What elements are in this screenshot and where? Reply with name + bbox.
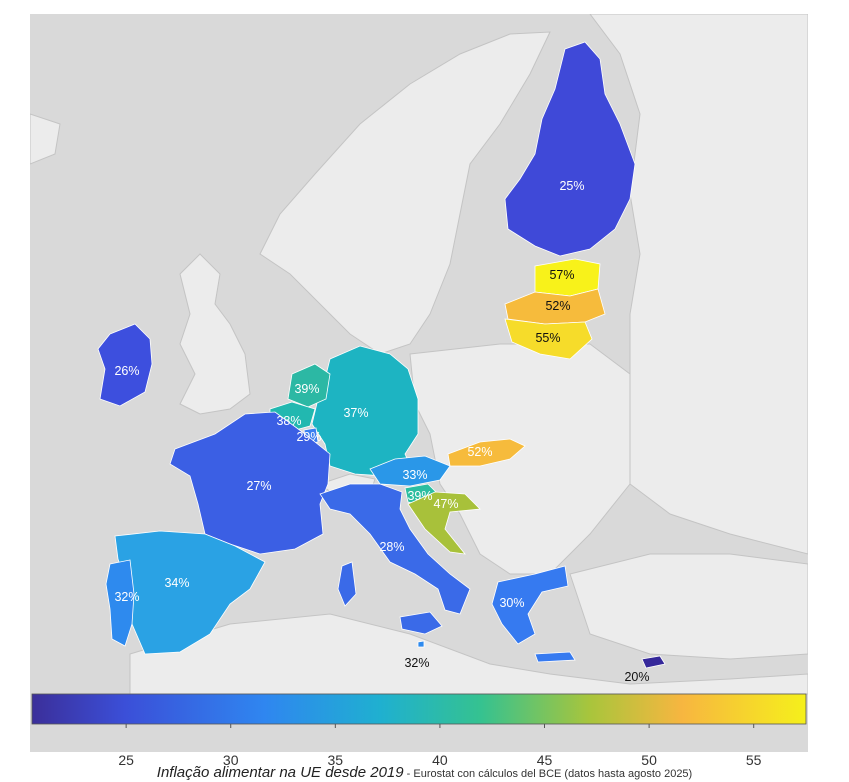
label-malta: 32% <box>404 656 429 670</box>
country-lithuania[interactable] <box>504 318 593 360</box>
colorbar <box>31 693 807 728</box>
colorbar-tick-label: 50 <box>641 752 657 768</box>
label-slovakia: 52% <box>467 445 492 459</box>
caption-source: - Eurostat con cálculos del BCE (datos h… <box>403 768 693 780</box>
country-italy[interactable] <box>319 483 471 615</box>
label-austria: 33% <box>402 468 427 482</box>
label-netherlands: 39% <box>294 382 319 396</box>
colorbar-tick-marks <box>125 724 755 728</box>
country-france[interactable] <box>169 411 331 555</box>
colorbar-tick-label: 55 <box>745 752 762 768</box>
colorbar-gradient <box>31 693 807 725</box>
country-malta[interactable] <box>417 640 425 648</box>
label-finland: 25% <box>559 179 584 193</box>
label-estonia: 57% <box>549 268 574 282</box>
label-luxembourg: 29% <box>296 430 321 444</box>
colorbar-tick-label: 35 <box>327 752 344 768</box>
country-greece[interactable] <box>491 565 569 645</box>
colorbar-tick-label: 45 <box>536 752 553 768</box>
colorbar-tick-label: 30 <box>222 752 239 768</box>
label-slovenia: 39% <box>407 489 432 503</box>
colorbar-tick-label: 25 <box>118 752 134 768</box>
caption-title: Inflação alimentar na UE desde 2019 <box>156 764 404 781</box>
label-spain: 34% <box>164 576 189 590</box>
label-cyprus: 20% <box>624 670 649 684</box>
country-greece-crete[interactable] <box>534 651 576 663</box>
colorbar-tick-label: 40 <box>432 752 448 768</box>
country-ireland[interactable] <box>97 323 153 407</box>
country-slovakia[interactable] <box>447 438 526 467</box>
label-croatia: 47% <box>433 497 458 511</box>
value-labels: 25% 57% 52% 55% 26% 39% 38% 29% 37% 52% … <box>114 179 649 684</box>
country-netherlands[interactable] <box>287 363 331 408</box>
label-latvia: 52% <box>545 299 570 313</box>
country-italy-sardinia[interactable] <box>337 561 357 607</box>
map-frame: 25% 57% 52% 55% 26% 39% 38% 29% 37% 52% … <box>30 14 808 768</box>
label-portugal: 32% <box>114 590 139 604</box>
background-land <box>30 14 808 695</box>
label-belgium: 38% <box>276 414 301 428</box>
country-portugal[interactable] <box>105 559 135 647</box>
country-cyprus[interactable] <box>641 655 666 669</box>
europe-map: 25% 57% 52% 55% 26% 39% 38% 29% 37% 52% … <box>30 14 808 728</box>
label-france: 27% <box>246 479 271 493</box>
label-germany: 37% <box>343 406 368 420</box>
caption: Inflação alimentar na UE desde 2019 - Eu… <box>0 764 849 782</box>
label-greece: 30% <box>499 596 524 610</box>
label-italy: 28% <box>379 540 404 554</box>
label-lithuania: 55% <box>535 331 560 345</box>
country-finland[interactable] <box>504 41 636 257</box>
country-croatia[interactable] <box>407 491 481 555</box>
eu-countries <box>97 41 666 669</box>
label-ireland: 26% <box>114 364 139 378</box>
country-italy-sicily[interactable] <box>399 611 443 635</box>
country-austria[interactable] <box>369 455 451 487</box>
